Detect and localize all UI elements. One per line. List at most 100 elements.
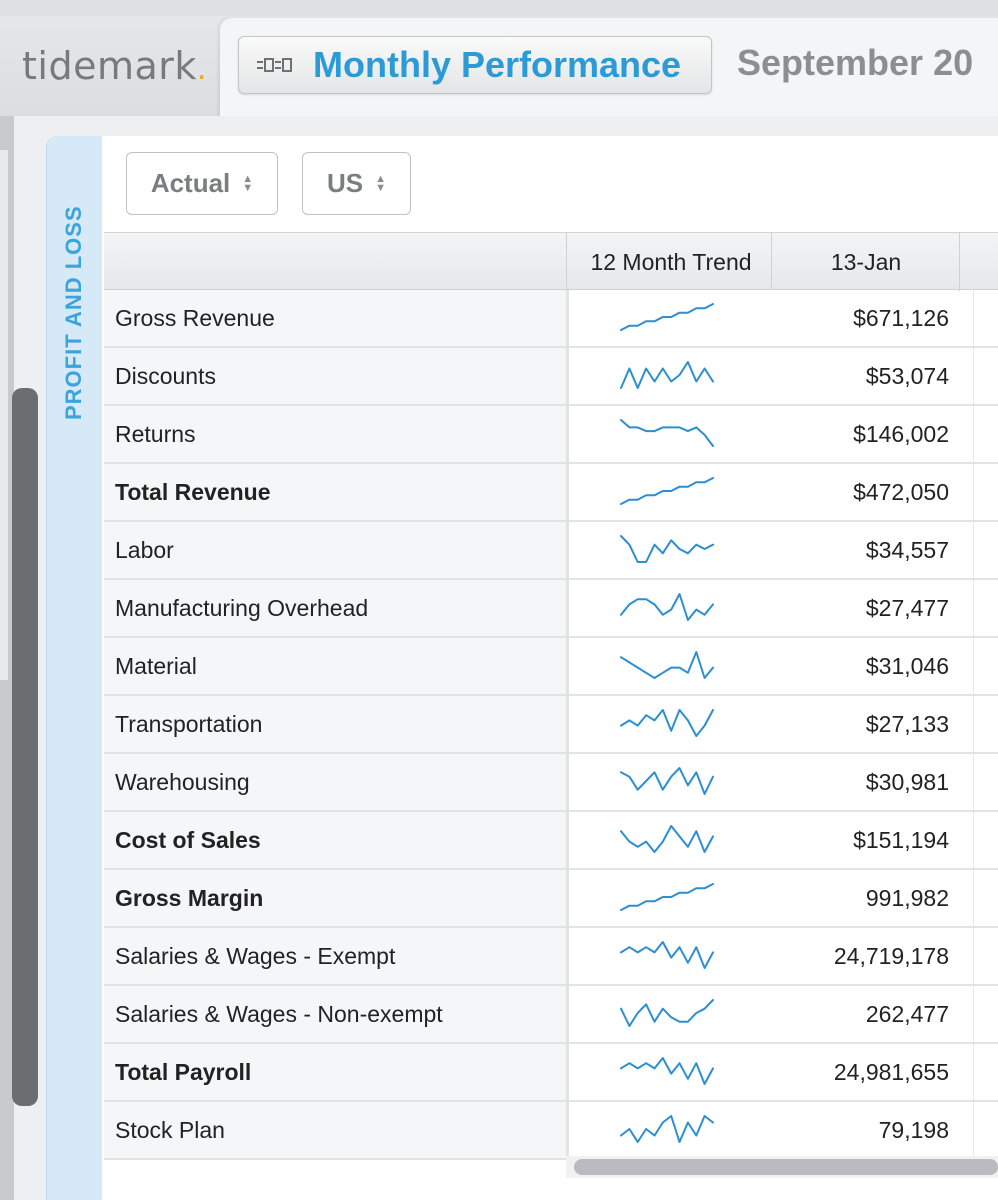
sparkline-line xyxy=(620,1115,714,1143)
table-row[interactable]: Transportation $27,133 xyxy=(104,696,998,754)
left-edge-highlight xyxy=(0,150,8,680)
row-value[interactable]: $671,126 xyxy=(853,304,949,331)
logo-dot: . xyxy=(196,52,207,87)
table-row[interactable]: Material $31,046 xyxy=(104,638,998,696)
row-value[interactable]: $31,046 xyxy=(865,652,949,679)
next-column-cell xyxy=(973,522,998,578)
trend-cell xyxy=(569,754,773,810)
row-label: Salaries & Wages - Exempt xyxy=(104,928,566,984)
next-column-cell xyxy=(973,696,998,752)
sparkline xyxy=(620,767,714,795)
sparkline xyxy=(620,941,714,969)
row-value[interactable]: 262,477 xyxy=(865,1000,949,1027)
trend-cell xyxy=(569,986,773,1042)
table-row[interactable]: Manufacturing Overhead $27,477 xyxy=(104,580,998,638)
column-divider xyxy=(566,522,569,580)
row-label: Total Revenue xyxy=(104,464,566,520)
table-row[interactable]: Salaries & Wages - Exempt 24,719,178 xyxy=(104,928,998,986)
trend-cell xyxy=(569,348,773,404)
column-divider xyxy=(566,464,569,522)
table-row[interactable]: Gross Revenue $671,126 xyxy=(104,290,998,348)
table-row[interactable]: Total Revenue $472,050 xyxy=(104,464,998,522)
sparkline xyxy=(620,303,714,331)
row-value[interactable]: 24,981,655 xyxy=(833,1058,949,1085)
header-divider xyxy=(771,233,772,291)
row-label: Discounts xyxy=(104,348,566,404)
column-divider xyxy=(566,1044,569,1102)
row-label: Returns xyxy=(104,406,566,462)
vertical-scroll-thumb[interactable] xyxy=(12,388,38,1106)
period-label[interactable]: September 20 xyxy=(737,42,974,83)
row-value[interactable]: $151,194 xyxy=(853,826,949,853)
row-value[interactable]: 79,198 xyxy=(878,1116,949,1143)
row-value[interactable]: $34,557 xyxy=(865,536,949,563)
trend-cell xyxy=(569,1044,773,1100)
report-title: Monthly Performance xyxy=(313,44,682,85)
sparkline-line xyxy=(620,419,714,447)
report-grid-icon xyxy=(257,55,301,75)
table-header: 12 Month Trend 13-Jan xyxy=(104,232,998,291)
column-divider xyxy=(566,870,569,928)
sparkline xyxy=(620,1057,714,1085)
trend-cell xyxy=(569,580,773,636)
row-label: Transportation xyxy=(104,696,566,752)
row-label: Labor xyxy=(104,522,566,578)
sparkline-line xyxy=(620,535,714,563)
region-select[interactable]: US ▲ ▼ xyxy=(302,152,411,215)
tidemark-logo[interactable]: tidemark. xyxy=(22,44,207,88)
region-select-value: US xyxy=(326,168,364,198)
report-selector-button[interactable]: Monthly Performance xyxy=(238,36,712,94)
sparkline-line xyxy=(620,651,714,679)
sparkline xyxy=(620,535,714,563)
next-column-cell xyxy=(973,986,998,1042)
column-divider xyxy=(566,754,569,812)
row-value[interactable]: 24,719,178 xyxy=(833,942,949,969)
row-label: Stock Plan xyxy=(104,1102,566,1158)
scenario-select[interactable]: Actual ▲ ▼ xyxy=(126,152,278,215)
logo-text: tidemark xyxy=(22,44,197,88)
table-row[interactable]: Gross Margin 991,982 xyxy=(104,870,998,928)
next-column-cell xyxy=(973,638,998,694)
header-month-column[interactable]: 13-Jan xyxy=(830,248,902,275)
row-value[interactable]: $146,002 xyxy=(853,420,949,447)
up-down-arrows-icon: ▲ ▼ xyxy=(375,172,386,194)
row-label: Total Payroll xyxy=(104,1044,566,1100)
table-row[interactable]: Returns $146,002 xyxy=(104,406,998,464)
sparkline xyxy=(620,361,714,389)
table-row[interactable]: Cost of Sales $151,194 xyxy=(104,812,998,870)
profit-and-loss-tab[interactable] xyxy=(46,136,102,1200)
column-divider xyxy=(566,1102,569,1160)
table-body: Gross Revenue $671,126 Discounts $53,074 Ret… xyxy=(104,290,998,1160)
table-row[interactable]: Discounts $53,074 xyxy=(104,348,998,406)
sparkline xyxy=(620,651,714,679)
table-row[interactable]: Stock Plan 79,198 xyxy=(104,1102,998,1160)
table-row[interactable]: Warehousing $30,981 xyxy=(104,754,998,812)
row-value[interactable]: 991,982 xyxy=(865,884,949,911)
column-divider xyxy=(566,928,569,986)
table-row[interactable]: Total Payroll 24,981,655 xyxy=(104,1044,998,1102)
table-row[interactable]: Salaries & Wages - Non-exempt 262,477 xyxy=(104,986,998,1044)
sparkline-line xyxy=(620,883,714,911)
header-divider xyxy=(959,233,960,291)
column-divider xyxy=(566,406,569,464)
row-label: Material xyxy=(104,638,566,694)
sparkline xyxy=(620,419,714,447)
table-row[interactable]: Labor $34,557 xyxy=(104,522,998,580)
trend-cell xyxy=(569,928,773,984)
up-down-arrows-icon: ▲ ▼ xyxy=(242,172,254,194)
row-value[interactable]: $53,074 xyxy=(865,362,949,389)
row-value[interactable]: $472,050 xyxy=(853,478,949,505)
row-value[interactable]: $30,981 xyxy=(865,768,949,795)
row-value[interactable]: $27,477 xyxy=(865,594,949,621)
sparkline xyxy=(620,593,714,621)
trend-cell xyxy=(569,812,773,868)
header-trend-column[interactable]: 12 Month Trend xyxy=(590,248,752,275)
row-value[interactable]: $27,133 xyxy=(865,710,949,737)
next-column-cell xyxy=(973,754,998,810)
next-column-cell xyxy=(973,348,998,404)
trend-cell xyxy=(569,870,773,926)
sparkline-line xyxy=(620,477,714,505)
horizontal-scroll-thumb[interactable] xyxy=(574,1159,998,1175)
sparkline-line xyxy=(620,593,714,621)
scenario-select-value: Actual xyxy=(150,168,231,198)
